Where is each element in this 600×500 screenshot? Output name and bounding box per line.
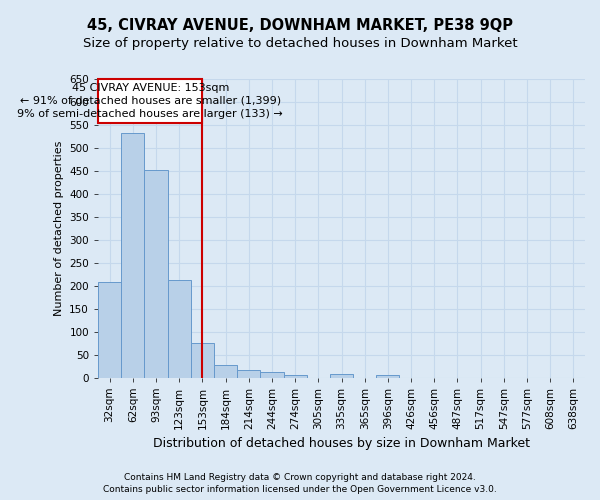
Bar bbox=[260, 372, 284, 378]
Text: Contains HM Land Registry data © Crown copyright and database right 2024.: Contains HM Land Registry data © Crown c… bbox=[124, 472, 476, 482]
X-axis label: Distribution of detached houses by size in Downham Market: Distribution of detached houses by size … bbox=[153, 437, 530, 450]
Bar bbox=[191, 343, 214, 378]
Bar bbox=[214, 365, 237, 378]
Text: 45, CIVRAY AVENUE, DOWNHAM MARKET, PE38 9QP: 45, CIVRAY AVENUE, DOWNHAM MARKET, PE38 … bbox=[87, 18, 513, 32]
FancyBboxPatch shape bbox=[98, 79, 202, 122]
Bar bbox=[330, 374, 353, 378]
Bar bbox=[167, 280, 191, 378]
Text: 45 CIVRAY AVENUE: 153sqm
← 91% of detached houses are smaller (1,399)
9% of semi: 45 CIVRAY AVENUE: 153sqm ← 91% of detach… bbox=[17, 82, 283, 119]
Bar bbox=[284, 375, 307, 378]
Bar bbox=[98, 282, 121, 378]
Text: Size of property relative to detached houses in Downham Market: Size of property relative to detached ho… bbox=[83, 38, 517, 51]
Bar bbox=[121, 132, 145, 378]
Bar bbox=[237, 370, 260, 378]
Bar bbox=[145, 170, 167, 378]
Text: Contains public sector information licensed under the Open Government Licence v3: Contains public sector information licen… bbox=[103, 485, 497, 494]
Y-axis label: Number of detached properties: Number of detached properties bbox=[54, 140, 64, 316]
Bar bbox=[376, 375, 400, 378]
